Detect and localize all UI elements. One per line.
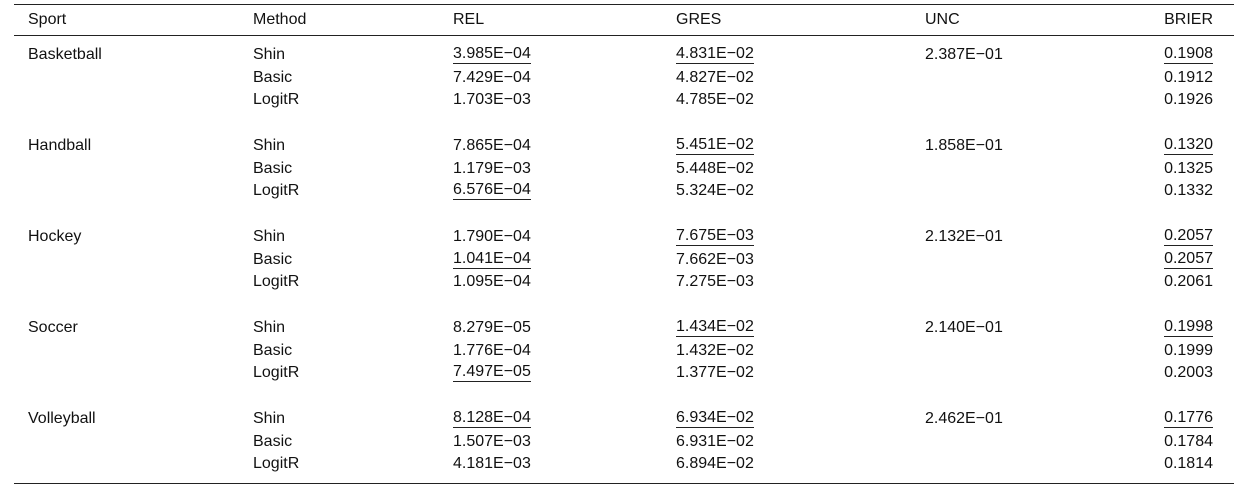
rel-value: 7.429E−04 (453, 68, 531, 86)
top-rule (14, 4, 1234, 5)
brier-value: 0.2057 (1164, 249, 1213, 269)
rel-value: 4.181E−03 (453, 455, 531, 472)
gres-value: 1.377E−02 (676, 364, 754, 381)
method-name: LogitR (253, 455, 300, 472)
method-name: Shin (253, 46, 286, 63)
gres-value: 5.448E−02 (676, 159, 754, 177)
rel-value: 7.497E−05 (453, 363, 531, 382)
unc-value: 2.132E−01 (925, 228, 1003, 245)
bottom-rule (14, 483, 1234, 484)
gres-value: 1.432E−02 (676, 341, 754, 359)
gres-value: 6.894E−02 (676, 455, 754, 472)
gres-value: 7.662E−03 (676, 250, 754, 268)
gres-value: 4.785E−02 (676, 91, 754, 108)
rel-value: 1.703E−03 (453, 91, 531, 108)
unc-value: 2.387E−01 (925, 46, 1003, 63)
sport-name: Volleyball (28, 410, 96, 427)
gres-value: 4.827E−02 (676, 68, 754, 86)
gres-value: 6.931E−02 (676, 432, 754, 450)
method-name: Basic (253, 341, 293, 359)
sport-name: Hockey (28, 228, 82, 245)
brier-value: 0.2061 (1164, 273, 1213, 290)
rel-value: 8.279E−05 (453, 319, 531, 336)
brier-value: 0.1325 (1164, 159, 1213, 177)
unc-value: 2.140E−01 (925, 319, 1003, 336)
brier-value: 0.2003 (1164, 364, 1213, 381)
rel-value: 1.790E−04 (453, 228, 531, 245)
brier-value: 0.1999 (1164, 341, 1213, 359)
rel-value: 7.865E−04 (453, 137, 531, 154)
method-name: Basic (253, 432, 293, 450)
method-name: LogitR (253, 364, 300, 381)
method-name: LogitR (253, 182, 300, 199)
brier-value: 0.1320 (1164, 136, 1213, 155)
method-name: Shin (253, 410, 286, 427)
header-sport: Sport (28, 11, 67, 28)
gres-value: 6.934E−02 (676, 409, 754, 428)
brier-value: 0.1776 (1164, 409, 1213, 428)
method-name: Basic (253, 159, 293, 177)
sport-name: Handball (28, 137, 92, 154)
method-name: Basic (253, 68, 293, 86)
sport-name: Basketball (28, 46, 102, 63)
rel-value: 3.985E−04 (453, 45, 531, 64)
brier-value: 0.1814 (1164, 455, 1213, 472)
method-name: Shin (253, 228, 286, 245)
gres-value: 5.451E−02 (676, 136, 754, 155)
rel-value: 8.128E−04 (453, 409, 531, 428)
gres-value: 7.675E−03 (676, 227, 754, 246)
rel-value: 1.041E−04 (453, 249, 531, 269)
header-gres: GRES (676, 11, 722, 28)
brier-value: 0.1908 (1164, 45, 1213, 64)
brier-value: 0.1998 (1164, 318, 1213, 337)
method-name: Shin (253, 319, 286, 336)
rel-value: 1.095E−04 (453, 273, 531, 290)
brier-value: 0.1332 (1164, 182, 1213, 199)
gres-value: 5.324E−02 (676, 182, 754, 199)
gres-value: 1.434E−02 (676, 318, 754, 337)
brier-value: 0.2057 (1164, 227, 1213, 246)
method-name: LogitR (253, 91, 300, 108)
header-rel: REL (453, 11, 485, 28)
gres-value: 7.275E−03 (676, 273, 754, 290)
sport-name: Soccer (28, 319, 78, 336)
header-rule (14, 35, 1234, 36)
header-brier: BRIER (1164, 11, 1213, 28)
method-name: LogitR (253, 273, 300, 290)
unc-value: 2.462E−01 (925, 410, 1003, 427)
brier-value: 0.1912 (1164, 68, 1213, 86)
rel-value: 6.576E−04 (453, 181, 531, 200)
rel-value: 1.776E−04 (453, 341, 531, 359)
brier-value: 0.1784 (1164, 432, 1213, 450)
gres-value: 4.831E−02 (676, 45, 754, 64)
brier-value: 0.1926 (1164, 91, 1213, 108)
rel-value: 1.507E−03 (453, 432, 531, 450)
unc-value: 1.858E−01 (925, 137, 1003, 154)
method-name: Basic (253, 250, 293, 268)
method-name: Shin (253, 137, 286, 154)
header-unc: UNC (925, 11, 960, 28)
rel-value: 1.179E−03 (453, 159, 531, 177)
header-method: Method (253, 11, 307, 28)
